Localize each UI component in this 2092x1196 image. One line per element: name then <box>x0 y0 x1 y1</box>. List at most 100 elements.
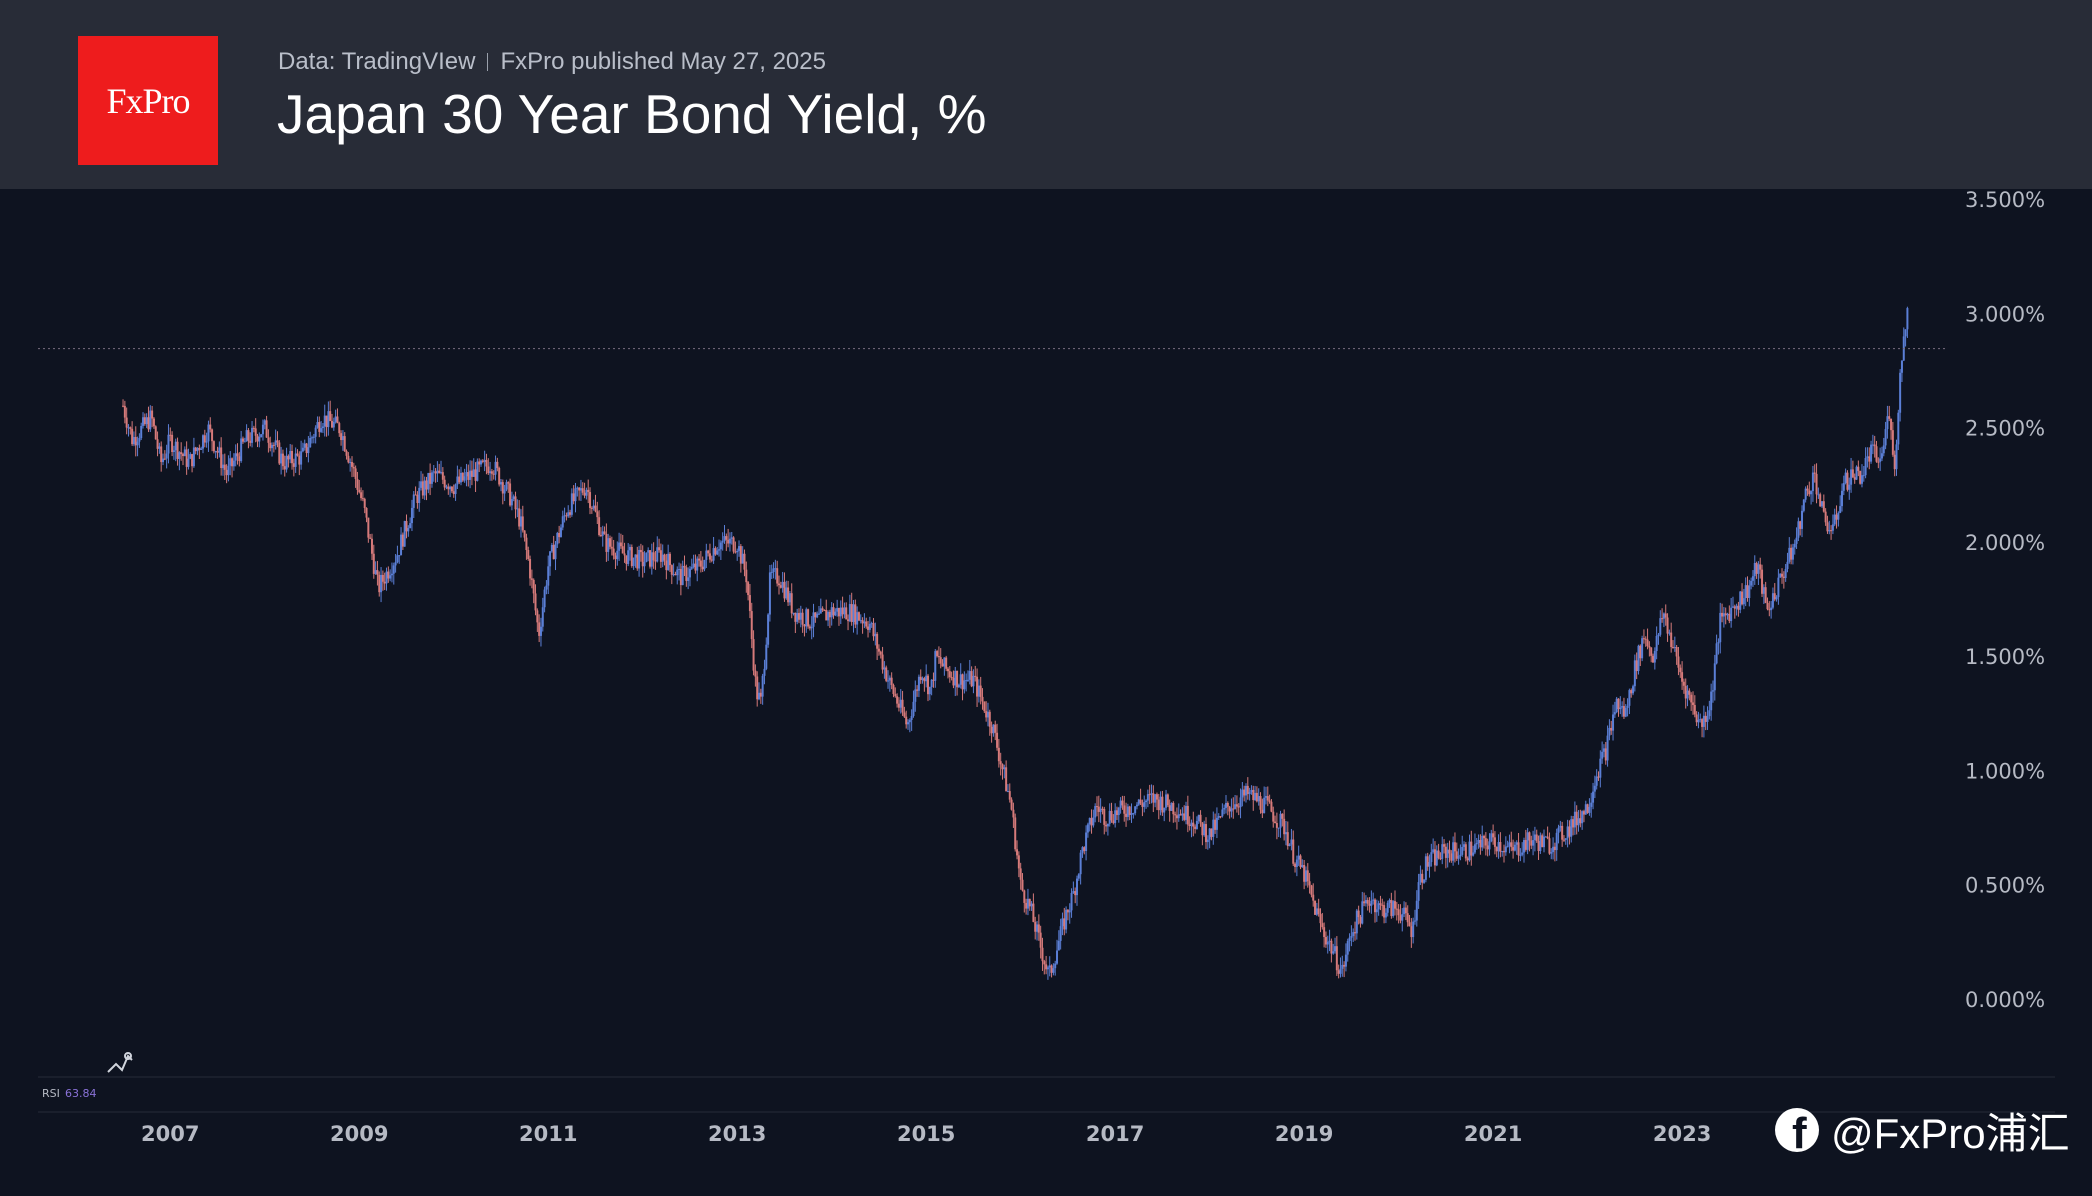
candle-body <box>1099 808 1102 812</box>
candle-body <box>1713 663 1716 691</box>
candle-body <box>921 678 924 680</box>
candle-body <box>530 578 533 580</box>
candle-body <box>1268 800 1271 802</box>
candle-body <box>1152 793 1155 803</box>
candle-body <box>487 466 490 474</box>
candle-body <box>1297 855 1300 860</box>
candle-body <box>132 436 135 445</box>
candle-body <box>1235 804 1238 807</box>
candle-body <box>516 508 519 510</box>
candle-body <box>743 553 746 570</box>
candle-body <box>1094 806 1097 818</box>
candle-body <box>1306 870 1309 882</box>
candle-body <box>1383 905 1386 918</box>
candle-body <box>474 469 477 481</box>
candle-body <box>509 483 512 506</box>
candle-body <box>365 507 368 518</box>
rsi-value: 63.84 <box>65 1087 97 1100</box>
candle-body <box>1652 655 1655 663</box>
candle-body <box>1446 849 1449 858</box>
candle-body <box>232 460 235 467</box>
candle-body <box>549 551 552 567</box>
candle-body <box>1784 569 1787 578</box>
candle-body <box>1512 847 1515 851</box>
candle-body <box>227 465 230 476</box>
candle-body <box>1748 585 1751 598</box>
candle-body <box>839 607 842 617</box>
candle-body <box>1593 785 1596 792</box>
candle-body <box>238 456 241 462</box>
candle-body <box>747 582 750 596</box>
candle-body <box>887 680 890 682</box>
candle-body <box>843 607 846 615</box>
candle-body <box>734 551 737 553</box>
candle-body <box>1005 767 1008 792</box>
candle-body <box>1555 832 1558 851</box>
candle-body <box>865 621 868 627</box>
candle-body <box>1755 562 1758 574</box>
candle-body <box>1393 901 1396 909</box>
candle-body <box>171 434 174 452</box>
candle-body <box>176 441 179 459</box>
candle-body <box>676 569 679 576</box>
candle-body <box>807 609 810 627</box>
candle-body <box>1048 965 1051 968</box>
candle-body <box>278 442 281 464</box>
candle-body <box>632 557 635 567</box>
candle-body <box>489 471 492 474</box>
candle-body <box>1028 898 1031 907</box>
tradingview-icon[interactable] <box>107 1052 133 1073</box>
candle-body <box>779 585 782 588</box>
candle-body <box>440 472 443 474</box>
candle-body <box>981 696 984 702</box>
candle-body <box>598 517 601 535</box>
candle-body <box>808 626 811 629</box>
candle-body <box>754 670 757 677</box>
candle-body <box>1690 694 1693 703</box>
candle-body <box>1424 856 1427 880</box>
candle-body <box>1788 547 1791 562</box>
candle-body <box>1779 573 1782 578</box>
candle-body <box>756 676 759 700</box>
candle-body <box>1828 530 1831 532</box>
candle-body <box>218 447 221 453</box>
candle-body <box>1751 576 1754 581</box>
candle-body <box>138 438 141 442</box>
x-axis: 2007 2009 2011 2013 2015 2017 2019 2021 2023 <box>141 1122 1711 1146</box>
candle-body <box>1691 702 1694 705</box>
candle-body <box>1025 902 1028 909</box>
candle-body <box>650 552 653 567</box>
candle-body <box>185 449 188 467</box>
candle-body <box>1226 803 1229 807</box>
candle-body <box>1150 793 1153 795</box>
candle-body <box>761 675 764 697</box>
candle-body <box>1904 329 1907 337</box>
candle-body <box>400 534 403 556</box>
candle-body <box>1183 813 1186 820</box>
candle-body <box>429 472 432 484</box>
candle-body <box>201 435 204 449</box>
candle-body <box>785 587 788 599</box>
candle-body <box>621 546 624 554</box>
candle-body <box>1032 903 1035 922</box>
candle-body <box>360 492 363 499</box>
candle-body <box>803 624 806 627</box>
candle-body <box>966 679 969 681</box>
candle-body <box>1370 900 1373 906</box>
candle-body <box>612 548 615 556</box>
candle-body <box>145 417 148 425</box>
candle-body <box>923 678 926 682</box>
candle-body <box>581 488 584 493</box>
y-tick-label: 2.000% <box>1965 531 2045 555</box>
candle-body <box>614 555 617 560</box>
candle-body <box>1068 910 1071 913</box>
candle-body <box>211 429 214 442</box>
candle-body <box>1817 494 1820 496</box>
candle-body <box>763 668 766 676</box>
candle-body <box>712 548 715 561</box>
candle-body <box>1092 817 1095 826</box>
candle-body <box>216 451 219 453</box>
candle-body <box>605 533 608 552</box>
candle-body <box>745 569 748 583</box>
candle-body <box>1853 477 1856 480</box>
